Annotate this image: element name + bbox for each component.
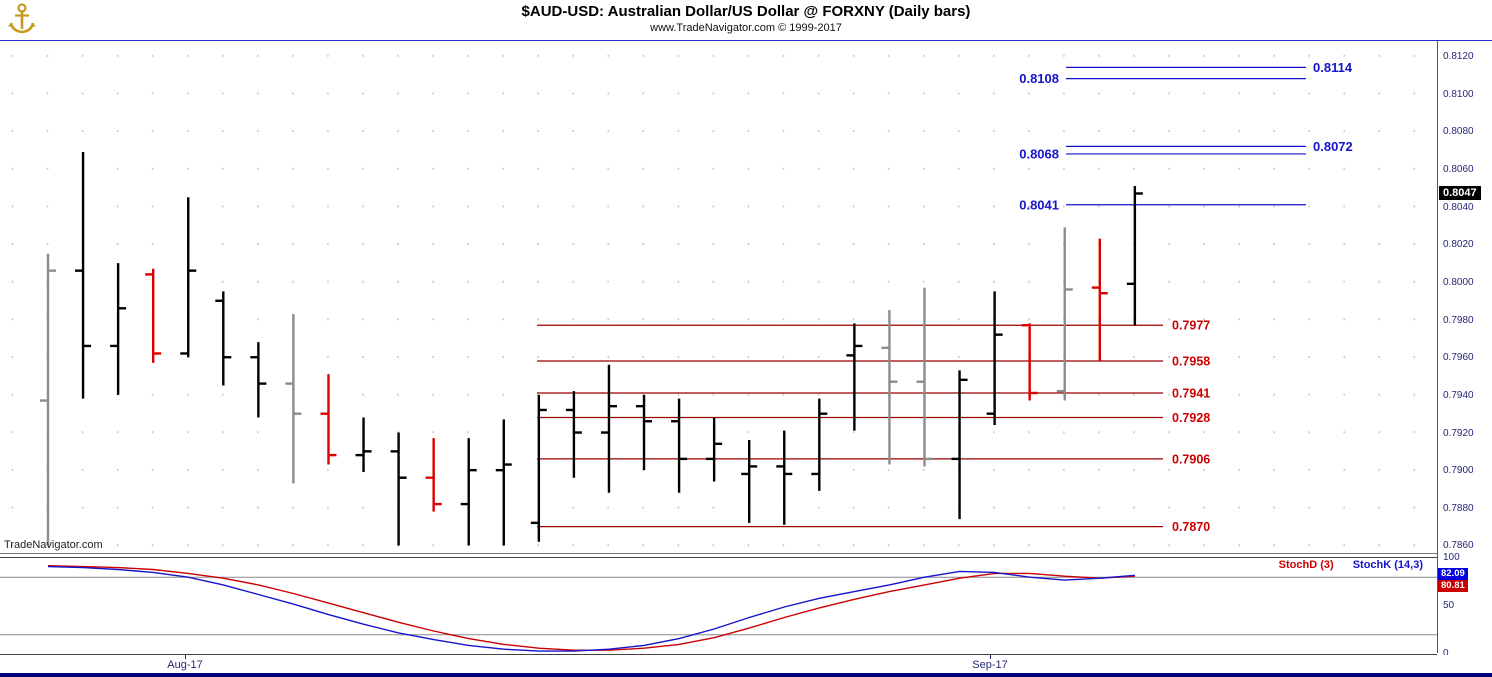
- header-divider: [0, 40, 1492, 41]
- price-chart-panel[interactable]: 0.7977 0.7958 0.7941 0.7928 0.7906 0.7870 0.81…: [0, 41, 1437, 554]
- ohlc-bar: [1126, 185, 1143, 326]
- chart-title: $AUD-USD: Australian Dollar/US Dollar @ …: [521, 3, 971, 20]
- price-chart-svg: 0.7977 0.7958 0.7941 0.7928 0.7906 0.7870 0.81…: [40, 60, 1353, 546]
- ohlc-bar: [671, 398, 688, 493]
- ohlc-bar: [1056, 227, 1073, 401]
- resistance-line-label: 0.8108: [1019, 71, 1059, 86]
- ohlc-bar: [110, 263, 127, 395]
- ohlc-bar: [1091, 238, 1108, 361]
- support-line-label: 0.7906: [1172, 452, 1210, 466]
- ohlc-bar: [986, 291, 1003, 425]
- ohlc-bar: [846, 323, 863, 431]
- stochk-line: [47, 565, 1135, 652]
- ohlc-bar: [881, 310, 898, 465]
- ohlc-bar: [741, 440, 758, 523]
- y-axis-tick-label: 0.8100: [1443, 88, 1474, 100]
- ohlc-bar: [285, 313, 302, 484]
- support-line-label: 0.7870: [1172, 520, 1210, 534]
- y-axis-tick-label: 0.8040: [1443, 201, 1474, 213]
- y-axis-tick-label: 0.7900: [1443, 465, 1474, 477]
- ohlc-bar: [355, 417, 372, 473]
- ohlc-bar: [145, 268, 162, 363]
- stochd-value-badge: 80.81: [1438, 580, 1468, 593]
- y-axis-tick-label: 0.8060: [1443, 164, 1474, 175]
- y-axis-tick-label: 0.7980: [1443, 314, 1474, 326]
- ohlc-bar: [250, 342, 267, 418]
- support-line-label: 0.7941: [1172, 387, 1210, 401]
- y-axis-tick-label: 0.7920: [1443, 427, 1474, 439]
- stochastic-svg: [0, 565, 1437, 652]
- stoch-axis-tick-label: 100: [1443, 552, 1460, 563]
- y-axis-tick-label: 0.8000: [1443, 276, 1474, 288]
- ohlc-bar: [75, 152, 92, 399]
- ohlc-bar: [215, 291, 232, 386]
- tradenavigator-logo-icon: [6, 2, 38, 38]
- legend-stochk[interactable]: StochK (14,3): [1352, 559, 1423, 571]
- ohlc-bar: [636, 394, 653, 471]
- month-label: Aug-17: [167, 659, 203, 671]
- resistance-line-label: 0.8068: [1019, 146, 1059, 161]
- time-axis[interactable]: Aug-17 Sep-17: [0, 655, 1492, 677]
- ohlc-bar: [600, 364, 617, 493]
- stochastic-legend: StochD (3) StochK (14,3): [1263, 559, 1423, 571]
- resistance-line-label: 0.8041: [1019, 197, 1059, 212]
- ohlc-bar: [390, 432, 407, 546]
- y-axis-tick-label: 0.7880: [1443, 502, 1474, 514]
- ohlc-bar: [460, 438, 477, 546]
- last-price-badge: 0.8047: [1439, 186, 1481, 201]
- ohlc-bar: [530, 394, 547, 542]
- stoch-axis-tick-label: 0: [1443, 648, 1449, 659]
- chart-subtitle: www.TradeNavigator.com © 1999-2017: [650, 22, 842, 34]
- axis-separator: [1437, 41, 1438, 653]
- stochastic-axis[interactable]: 100 50 0: [1438, 552, 1492, 659]
- watermark: TradeNavigator.com: [4, 539, 103, 551]
- support-line-label: 0.7928: [1172, 411, 1210, 425]
- y-axis-tick-label: 0.8020: [1443, 239, 1474, 251]
- ohlc-bar: [495, 419, 512, 546]
- stoch-axis-tick-label: 50: [1443, 600, 1455, 611]
- legend-stochd[interactable]: StochD (3): [1278, 559, 1334, 571]
- bottom-border-bar: [0, 673, 1492, 677]
- ohlc-bar: [916, 287, 933, 467]
- ohlc-bar: [40, 253, 56, 546]
- y-axis-tick-label: 0.8120: [1443, 51, 1474, 63]
- chart-header: $AUD-USD: Australian Dollar/US Dollar @ …: [0, 0, 1492, 40]
- ohlc-bar: [1021, 323, 1038, 401]
- ohlc-bar: [565, 391, 582, 478]
- ohlc-bar: [320, 374, 337, 465]
- y-axis-tick-label: 0.7940: [1443, 389, 1474, 401]
- resistance-line-label: 0.8114: [1313, 60, 1353, 75]
- ohlc-bar: [951, 370, 968, 520]
- month-tick: [990, 655, 991, 659]
- stochk-value-badge: 82.09: [1438, 568, 1468, 581]
- y-axis-tick-label: 0.7860: [1443, 540, 1474, 552]
- support-line-label: 0.7958: [1172, 355, 1210, 369]
- month-label: Sep-17: [972, 659, 1008, 671]
- ohlc-bar: [425, 438, 442, 512]
- y-axis-tick-label: 0.7960: [1443, 352, 1474, 364]
- support-line-label: 0.7977: [1172, 319, 1210, 333]
- ohlc-bar: [776, 430, 793, 525]
- resistance-line-label: 0.8072: [1313, 139, 1353, 154]
- ohlc-bar: [180, 197, 197, 358]
- ohlc-bar: [706, 417, 723, 482]
- stochastic-panel[interactable]: StochD (3) StochK (14,3): [0, 557, 1437, 655]
- month-tick: [185, 655, 186, 659]
- ohlc-bar: [811, 398, 828, 491]
- stochd-line: [47, 565, 1135, 651]
- price-axis[interactable]: 0.8120 0.8100 0.8080 0.8060 0.8040 0.8020 0.80…: [1438, 41, 1492, 553]
- y-axis-tick-label: 0.8080: [1443, 126, 1474, 138]
